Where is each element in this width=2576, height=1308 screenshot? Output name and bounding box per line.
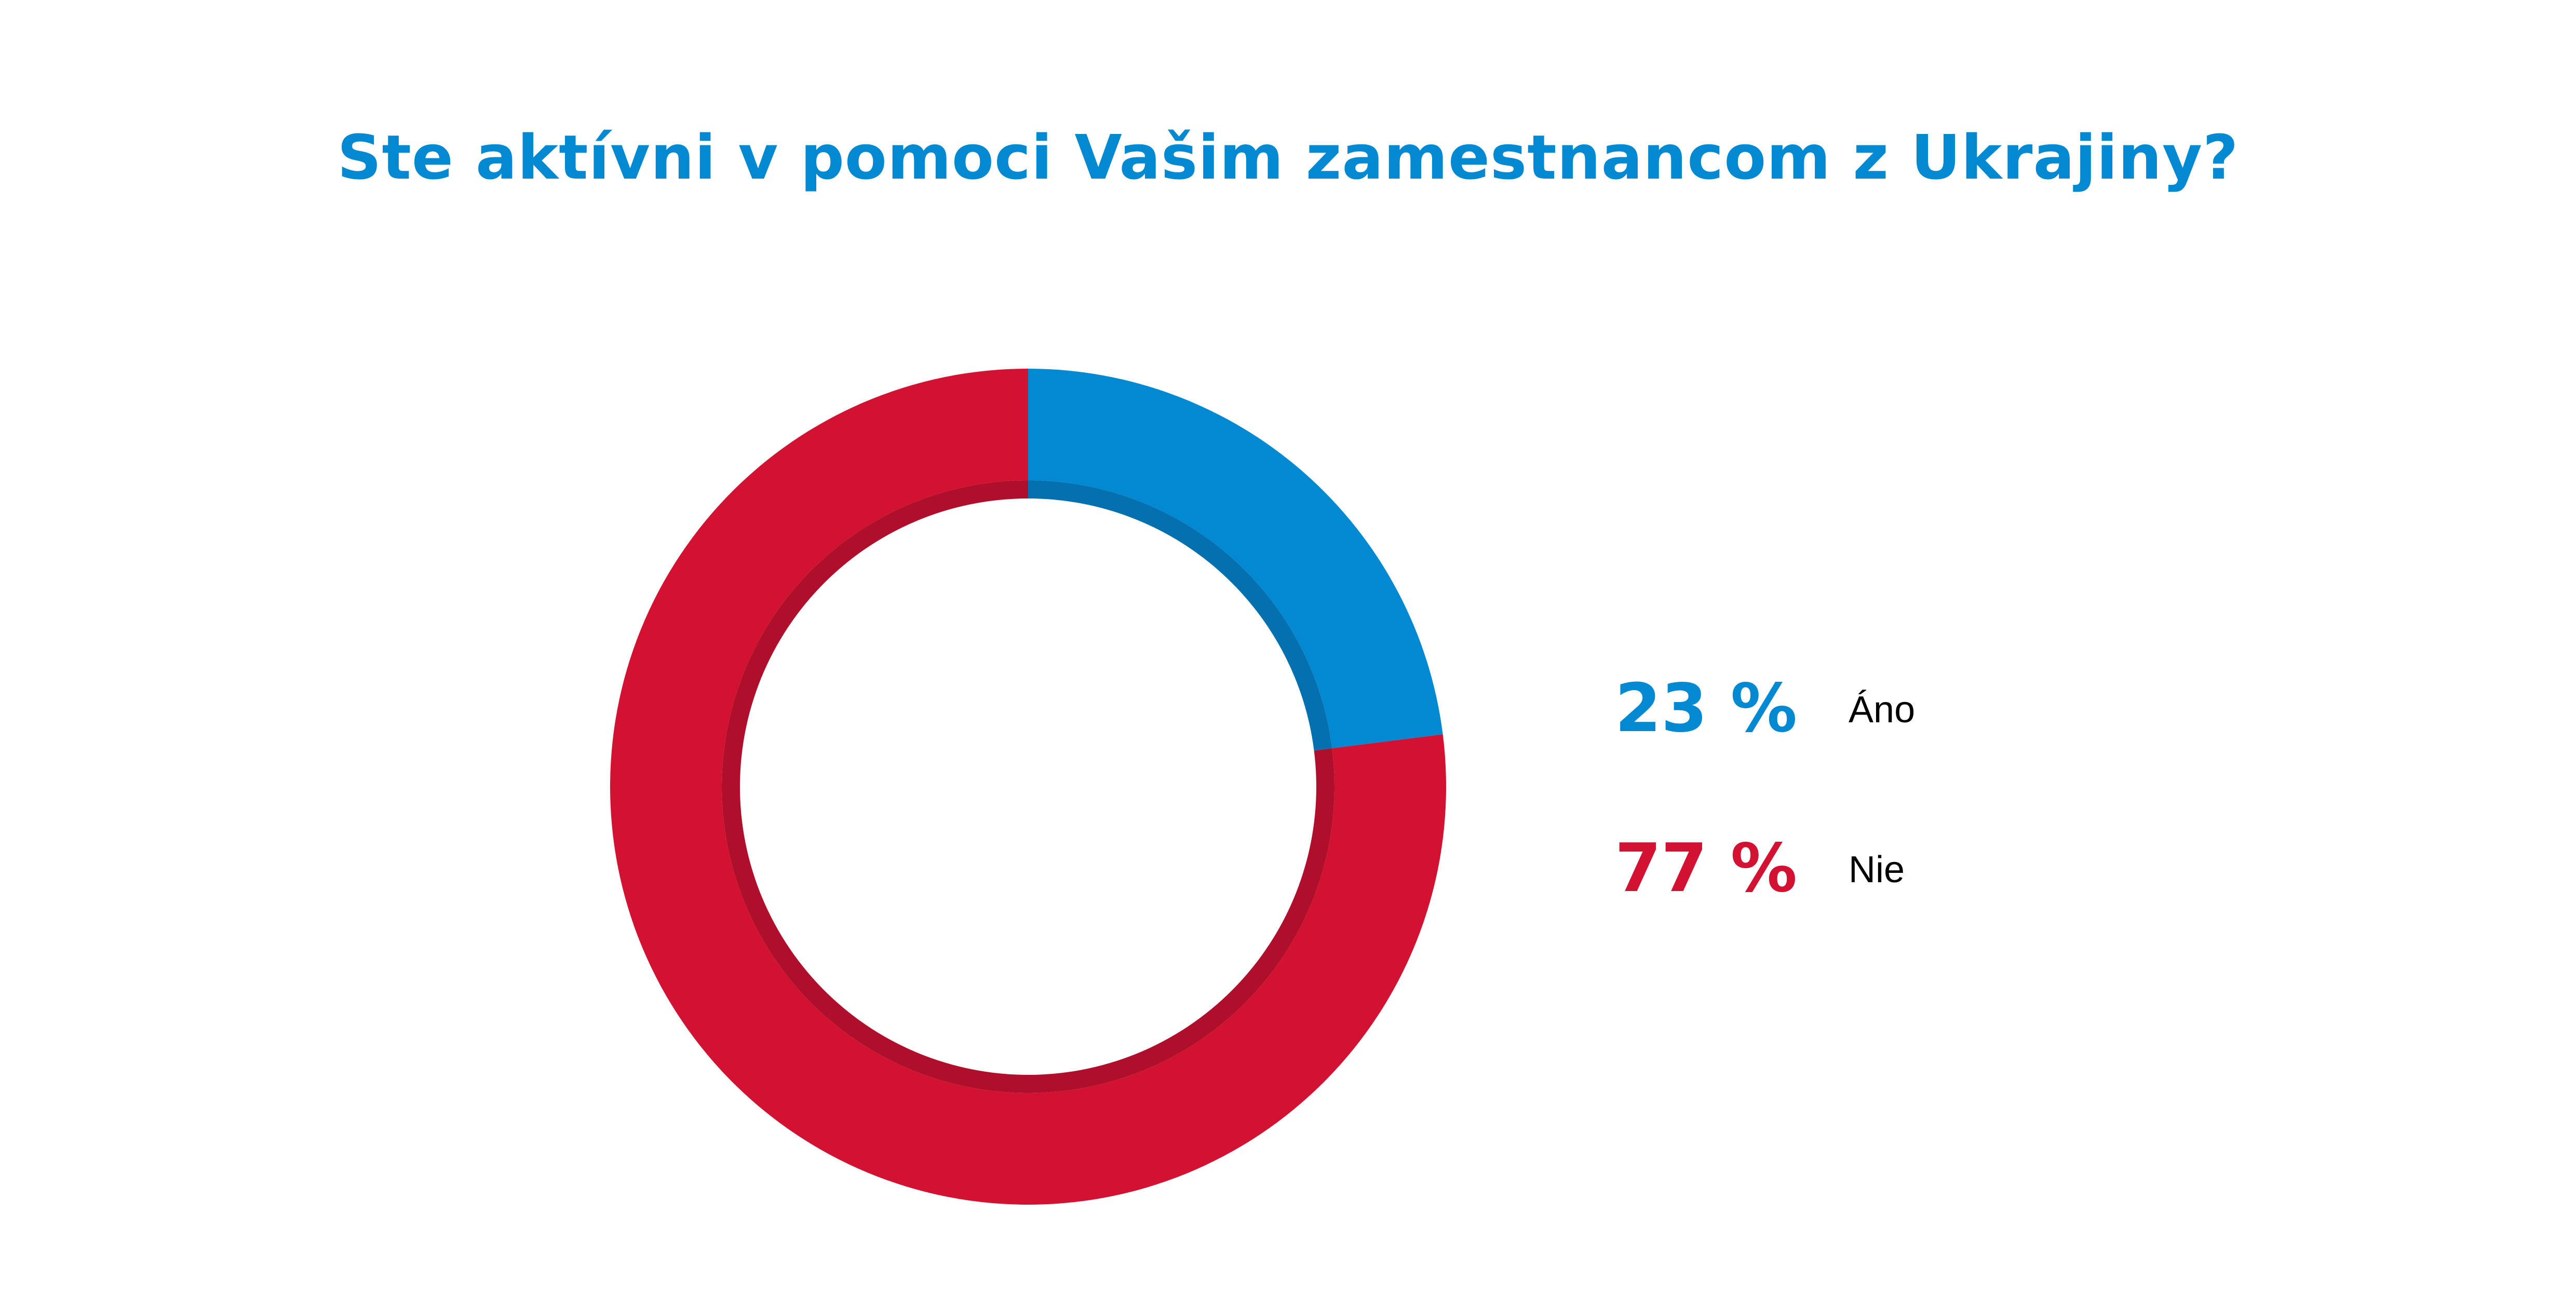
- legend-item-nie: 77 % Nie: [0, 830, 2576, 908]
- chart-title: Ste aktívni v pomoci Vašim zamestnancom …: [337, 122, 2239, 193]
- legend-value-ano: 23 %: [1615, 670, 1797, 747]
- legend-value-nie: 77 %: [1615, 830, 1797, 907]
- legend-label-nie: Nie: [1849, 849, 1905, 891]
- legend-item-ano: 23 % Áno: [0, 670, 2576, 748]
- donut-slice-inner-shade-ano: [1028, 480, 1332, 751]
- donut-slice-ano: [1028, 369, 1443, 749]
- legend-label-ano: Áno: [1849, 689, 1916, 731]
